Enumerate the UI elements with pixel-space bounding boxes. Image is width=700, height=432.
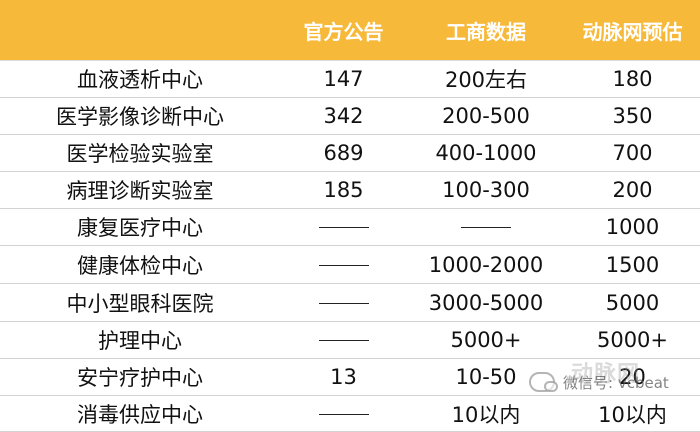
row-label: 病理诊断实验室 [0,171,280,209]
header-business: 工商数据 [407,0,565,61]
row-label: 血液透析中心 [0,60,280,98]
table-cell: 1000-2000 [407,245,565,284]
row-label: 医学检验实验室 [0,134,280,172]
table-cell: 689 [280,134,407,172]
table-cell: —— [280,245,407,284]
header-cell-empty [0,0,280,61]
table-cell: —— [280,395,407,432]
dash-mark: —— [318,340,369,342]
table-cell: 185 [280,171,407,209]
table-cell: 10以内 [407,395,565,432]
table-cell: 1500 [565,245,700,284]
table-cell: 10-50 [407,358,565,396]
table-cell: —— [407,208,565,246]
table-cell: 200左右 [407,60,565,98]
table-cell: 350 [565,97,700,135]
table-cell: 147 [280,60,407,98]
table-cell: 5000+ [407,321,565,359]
table-cell: 5000 [565,283,700,322]
dash-mark: —— [318,227,369,229]
row-label: 中小型眼科医院 [0,283,280,322]
row-label: 安宁疗护中心 [0,358,280,396]
table-cell: —— [280,283,407,322]
table-row: 医学检验实验室 689 400-1000 700 [0,134,700,172]
table-cell: 700 [565,134,700,172]
table-cell: 13 [280,358,407,396]
table-cell: 5000+ [565,321,700,359]
table-body: 血液透析中心 147 200左右 180 医学影像诊断中心 342 200-500 350 医学… [0,60,700,432]
table-cell: 10以内 [565,395,700,432]
table-cell: —— [280,208,407,246]
table-row: 安宁疗护中心 13 10-50 20 [0,358,700,396]
dash-mark: —— [318,264,369,267]
table-cell: 1000 [565,208,700,246]
dash-mark: —— [318,413,369,416]
table-cell: 342 [280,97,407,135]
table-row: 血液透析中心 147 200左右 180 [0,60,700,98]
dash-mark: —— [318,302,369,305]
row-label: 消毒供应中心 [0,395,280,432]
table-row: 病理诊断实验室 185 100-300 200 [0,171,700,209]
table-cell: —— [280,321,407,359]
dash-mark: —— [461,227,511,229]
table-cell: 3000-5000 [407,283,565,322]
table-cell: 100-300 [407,171,565,209]
row-label: 康复医疗中心 [0,208,280,246]
header-row: 官方公告 工商数据 动脉网预估 [0,0,700,61]
table-cell: 200 [565,171,700,209]
table-cell: 200-500 [407,97,565,135]
row-label: 健康体检中心 [0,245,280,284]
table-cell: 180 [565,60,700,98]
table-cell: 400-1000 [407,134,565,172]
row-label: 护理中心 [0,321,280,359]
table-cell: 20 [565,358,700,396]
header-estimate: 动脉网预估 [565,0,700,61]
row-label: 医学影像诊断中心 [0,97,280,135]
table-row: 医学影像诊断中心 342 200-500 350 [0,97,700,135]
table-row: 康复医疗中心 —— —— 1000 [0,208,700,246]
header-official: 官方公告 [280,0,407,61]
table-row: 护理中心 —— 5000+5000+ [0,321,700,359]
